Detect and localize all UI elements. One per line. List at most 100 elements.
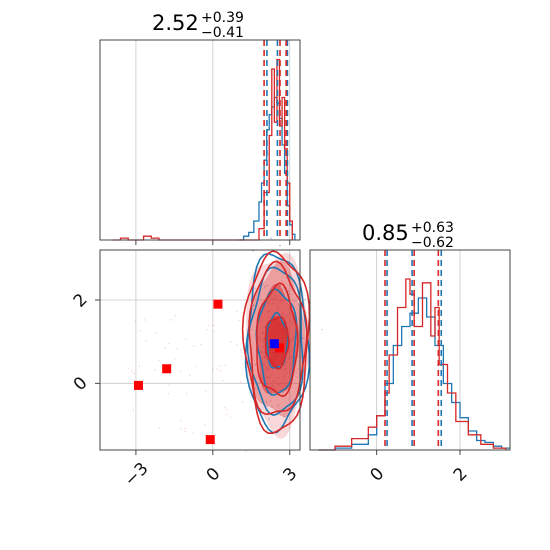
joint-sample-dot [192,432,195,434]
joint-sample-dot [206,328,209,331]
joint-sample-dot [183,430,186,433]
joint-sample-dot [189,374,191,377]
joint-ytick-label-1: 2 [70,290,92,312]
hist-panel-1: 2.52 +0.39 −0.41 [99,10,301,245]
joint-sample-dot [185,392,188,395]
joint-sample-dot [250,328,252,331]
joint-sample-dot [167,393,170,395]
joint-sample-dot [140,329,142,332]
joint-sample-dot [208,324,210,327]
joint-sample-dot [154,332,157,334]
joint-sample-dot [287,290,290,293]
joint-sample-dot [170,319,172,321]
hist-1-quantile-lines [263,40,289,240]
joint-sample-dot [220,370,222,372]
joint-red-marker-0 [213,299,223,309]
joint-y-ticks: 02 [70,290,100,395]
joint-sample-dot [226,413,228,416]
hist-2-frame [309,249,511,451]
joint-sample-dot [130,370,133,373]
joint-xtick-label-2: 3 [280,464,302,486]
joint-sample-dot [219,365,222,367]
joint-sample-dot [266,284,269,287]
hist-2-grid [376,250,461,450]
hist-2-xtick-label-1: 2 [450,464,472,486]
joint-sample-dot [297,367,299,370]
joint-sample-dot [174,358,176,360]
joint-sample-dot [154,369,156,371]
joint-sample-dot [271,406,273,408]
joint-red-contour-1 [256,282,299,398]
joint-sample-dot [184,427,187,430]
joint-sample-dot [200,343,202,346]
joint-sample-dot [144,319,146,321]
hist-2-xtick-label-0: 0 [366,464,388,486]
joint-sample-dot [157,359,160,362]
joint-xtick-label-1: 0 [203,464,225,486]
joint-sample-dot [212,368,214,371]
joint-sample-dot [304,298,307,301]
hist-1-title-plus: +0.39 [201,10,244,26]
joint-sample-dot [223,406,226,409]
joint-sample-dot [297,303,299,305]
joint-sample-dot [266,405,269,408]
joint-panel: −3 0 3 02 [70,237,323,491]
joint-sample-dot [195,365,198,368]
hist-2-title: 0.85 [362,221,409,245]
joint-sample-dot [225,408,228,411]
joint-ytick-label-0: 0 [70,373,92,395]
joint-sample-dot [281,391,284,394]
joint-sample-dot [302,337,305,339]
joint-sample-dot [283,415,286,418]
joint-sample-dot [145,340,148,342]
joint-sample-dot [239,380,242,383]
joint-sample-dot [180,370,182,372]
joint-sample-dot [127,367,130,369]
joint-sample-dot [134,320,137,322]
hist-1-title-minus: −0.41 [201,25,244,41]
hist-2-title-minus: −0.62 [411,235,454,251]
joint-sample-dot [236,344,238,346]
joint-markers [133,299,284,445]
joint-sample-dot [236,310,238,313]
joint-sample-dot [212,330,215,332]
joint-sample-dot [293,300,295,303]
hist-1-series-blue [238,96,296,241]
joint-sample-dot [216,368,219,371]
joint-red-marker-1 [162,364,172,374]
joint-sample-dot [269,399,272,402]
joint-red-marker-2 [133,380,143,390]
joint-sample-dot [213,324,215,327]
joint-sample-dot [281,280,284,283]
joint-sample-dot [296,376,299,379]
joint-x-ticks: −3 0 3 [121,450,302,491]
joint-sample-dot [205,390,207,392]
hist-1-series-red [112,58,293,241]
joint-red-contour-0 [264,316,290,370]
joint-sample-dot [254,363,257,366]
joint-sample-dot [241,401,244,403]
joint-sample-dot [132,409,135,412]
hist-1-frame [99,39,301,241]
joint-sample-dot [184,338,187,340]
joint-red-contour-3 [241,250,311,434]
joint-sample-dot [180,420,182,422]
joint-sample-dot [238,319,240,322]
joint-sample-dot [133,372,135,375]
joint-red-contour-2 [248,260,308,416]
joint-sample-dot [164,347,167,349]
joint-frame [99,249,301,451]
joint-xtick-label-0: −3 [121,459,153,491]
joint-sample-dot [252,304,255,307]
joint-sample-dot [224,364,226,367]
joint-sample-dot [168,384,170,386]
joint-blue-marker-0 [269,339,279,349]
joint-sample-dot [138,365,141,368]
joint-sample-dot [288,293,291,296]
joint-sample-dot [222,379,224,382]
joint-sample-dot [268,417,270,420]
joint-sample-dot [263,285,266,288]
hist-2-title-plus: +0.63 [411,220,454,236]
joint-red-marker-4 [274,343,284,353]
